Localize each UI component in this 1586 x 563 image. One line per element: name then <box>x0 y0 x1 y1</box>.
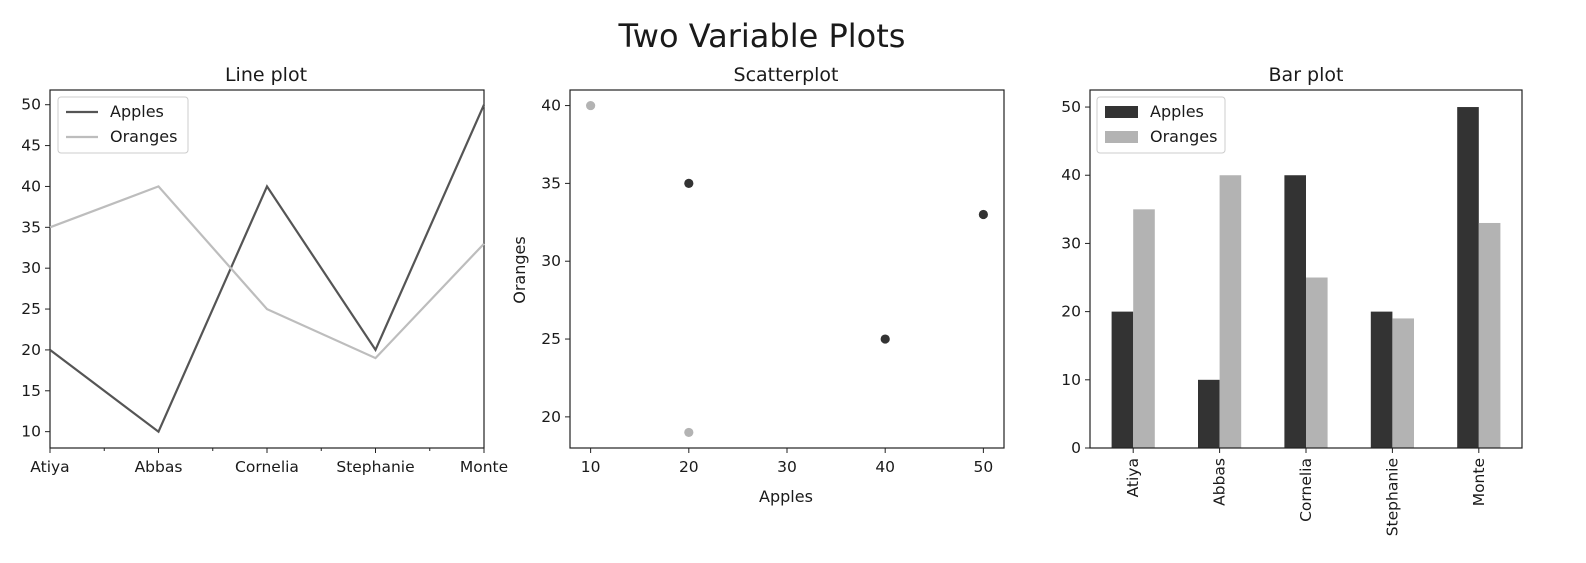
line-plot-legend: Apples Oranges <box>57 96 189 154</box>
scatter-point <box>880 334 890 344</box>
scatter-y-tick-label: 30 <box>541 252 561 270</box>
bar-x-tick-label: Atiya <box>1124 458 1142 497</box>
line-y-tick-label: 25 <box>21 300 41 318</box>
bar-apples <box>1370 311 1393 448</box>
scatter-x-axis-label: Apples <box>759 487 813 506</box>
line-x-tick-label: Abbas <box>135 458 183 476</box>
line-plot-title: Line plot <box>225 64 307 86</box>
line-y-tick-label: 10 <box>21 423 41 441</box>
scatter-y-tick-label: 20 <box>541 408 561 426</box>
line-y-tick-label: 15 <box>21 382 41 400</box>
scatter-x-tick-label: 20 <box>679 458 699 476</box>
bar-x-tick-label: Cornelia <box>1297 458 1315 522</box>
bar-x-tick-label: Stephanie <box>1383 458 1401 536</box>
line-x-tick-label: Stephanie <box>336 458 414 476</box>
bar-apples <box>1198 379 1220 448</box>
bar-y-tick-label: 50 <box>1061 98 1081 116</box>
bar-oranges <box>1478 222 1501 448</box>
scatter-plot-title: Scatterplot <box>734 64 839 86</box>
line-y-tick-label: 45 <box>21 137 41 155</box>
scatter-point <box>586 100 596 111</box>
line-y-tick-label: 40 <box>21 177 41 195</box>
bar-oranges <box>1306 277 1328 448</box>
scatter-point <box>978 209 988 220</box>
bar-y-tick-label: 20 <box>1061 303 1081 321</box>
scatter-y-tick-label: 35 <box>541 174 561 192</box>
scatter-x-tick-label: 30 <box>777 458 797 476</box>
scatter-x-tick-label: 50 <box>974 458 994 476</box>
scatter-y-tick-label: 40 <box>541 97 561 115</box>
legend-label-oranges: Oranges <box>1150 127 1217 146</box>
scatter-point <box>684 427 694 438</box>
line-y-tick-label: 50 <box>21 96 41 114</box>
legend-label-oranges: Oranges <box>110 127 177 146</box>
bar-apples <box>1111 311 1134 448</box>
line-y-tick-label: 20 <box>21 341 41 359</box>
bar-y-tick-label: 30 <box>1061 234 1081 252</box>
scatter-y-tick-label: 25 <box>541 330 561 348</box>
scatter-y-axis-label: Oranges <box>510 236 529 303</box>
bar-y-tick-label: 0 <box>1071 439 1081 457</box>
figure-title: Two Variable Plots <box>618 17 906 55</box>
bar-y-tick-label: 10 <box>1061 371 1081 389</box>
scatter-x-tick-label: 40 <box>875 458 895 476</box>
bar-plot-title: Bar plot <box>1269 64 1344 86</box>
scatter-point <box>684 178 694 188</box>
line-x-tick-label: Cornelia <box>235 458 299 476</box>
bar-apples <box>1284 175 1306 448</box>
line-series-apples <box>49 104 486 434</box>
scatter-plot: Scatterplot Apples Oranges 20 25 30 35 40 10 2… <box>510 64 1005 506</box>
scatter-x-tick-label: 10 <box>581 458 601 476</box>
bar-x-tick-label: Monte <box>1470 458 1488 506</box>
line-x-tick-label: Atiya <box>30 458 69 476</box>
bar-apples <box>1457 107 1479 449</box>
bar-oranges <box>1392 318 1414 448</box>
bar-oranges <box>1133 209 1155 448</box>
legend-label-apples: Apples <box>110 102 164 121</box>
bar-x-tick-label: Abbas <box>1211 458 1229 506</box>
bar-plot-legend: Apples Oranges <box>1096 96 1226 154</box>
bar-y-tick-label: 40 <box>1061 166 1081 184</box>
legend-label-apples: Apples <box>1150 102 1204 121</box>
line-y-tick-label: 35 <box>21 218 41 236</box>
scatter-frame <box>569 89 1005 449</box>
bar-oranges <box>1219 175 1242 448</box>
line-plot: Line plot 10 15 20 25 30 35 40 45 50 Atiya Abbas Co… <box>21 64 508 476</box>
legend-swatch-oranges <box>1105 131 1138 143</box>
line-y-tick-label: 30 <box>21 259 41 277</box>
legend-swatch-apples <box>1105 106 1138 118</box>
line-series-oranges <box>49 185 485 360</box>
line-x-tick-label: Monte <box>460 458 508 476</box>
bar-plot: Bar plot 0 10 20 30 40 50 Atiya Abbas Cornelia St… <box>1061 64 1523 536</box>
